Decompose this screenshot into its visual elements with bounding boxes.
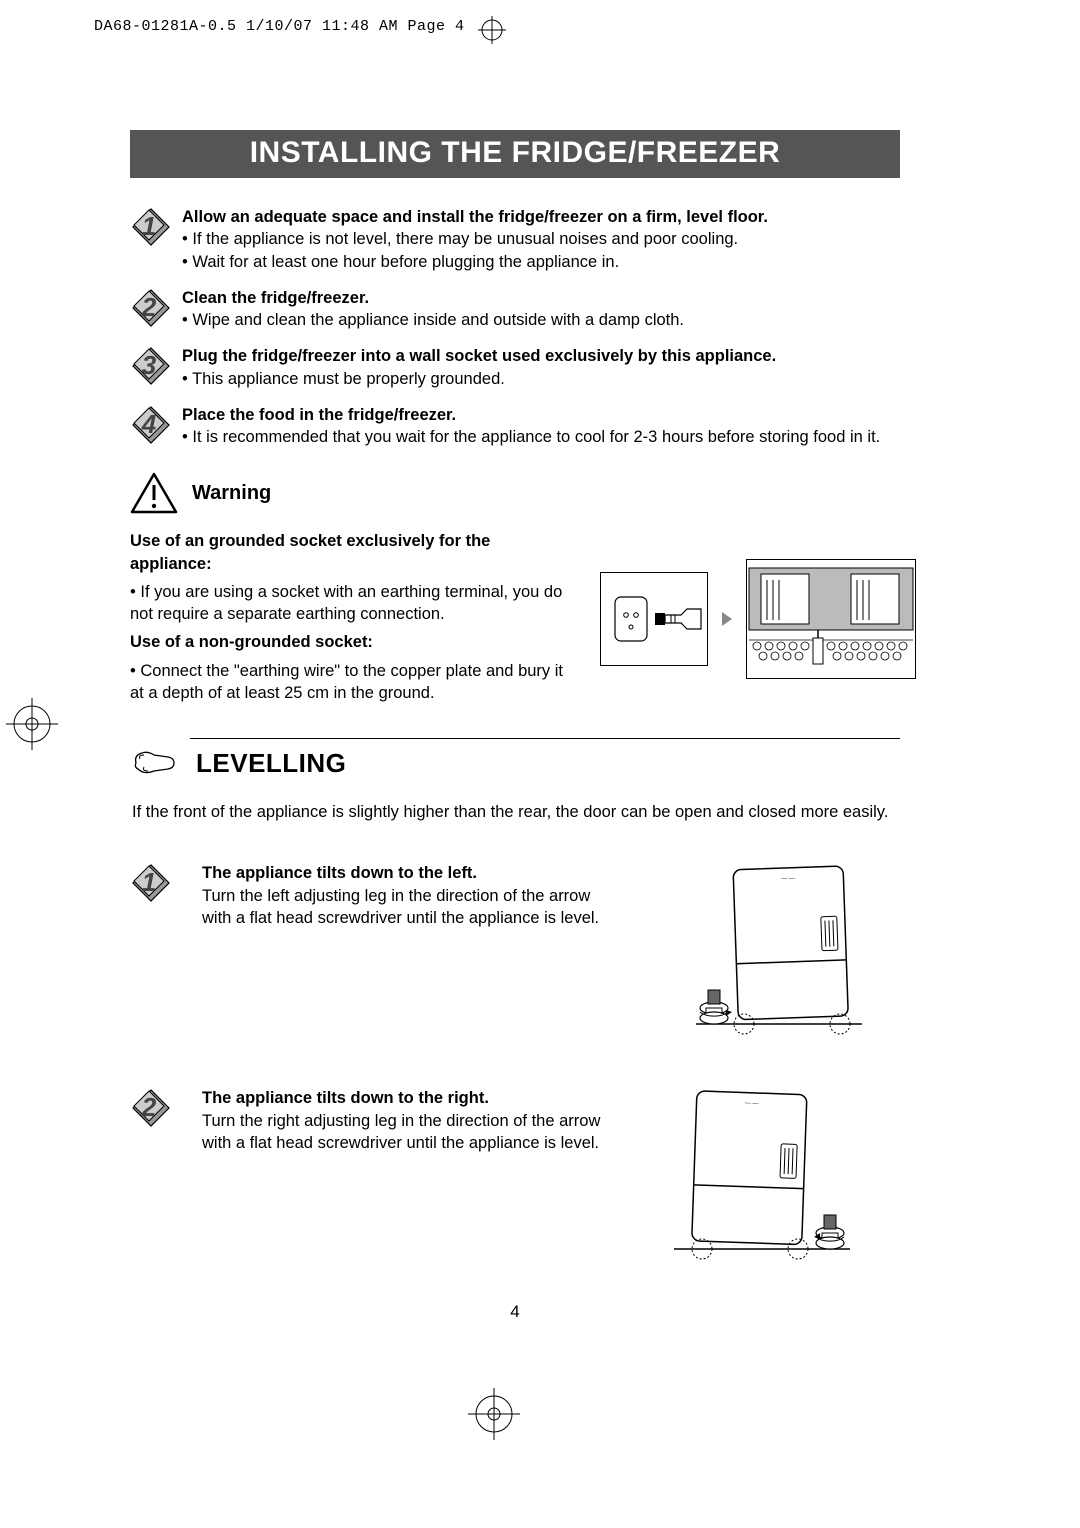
section-title: LEVELLING [196,748,346,779]
warning-body: • Connect the "earthing wire" to the cop… [130,660,570,705]
svg-text:2: 2 [141,292,157,322]
levelling-header: LEVELLING [130,741,900,785]
registration-mark-bottom [466,1386,522,1447]
warning-subheading: Use of a non-grounded socket: [130,631,570,653]
step-heading: Plug the fridge/freezer into a wall sock… [182,345,900,367]
page-title: INSTALLING THE FRIDGE/FREEZER [130,130,900,178]
step-line: • This appliance must be properly ground… [182,368,900,390]
warning-label: Warning [192,482,271,505]
install-step: 2 Clean the fridge/freezer. • Wipe and c… [130,287,900,332]
step-number-icon: 4 [130,404,182,446]
step-number-icon: 1 [130,206,182,248]
step-body: Turn the right adjusting leg in the dire… [202,1110,612,1155]
socket-figure [600,572,708,666]
levelling-step: 1 The appliance tilts down to the left. … [130,862,900,1037]
warning-figures [600,528,916,710]
grounding-figure [746,559,916,679]
registration-mark-left [4,696,60,757]
step-heading: Allow an adequate space and install the … [182,206,900,228]
svg-text:1: 1 [142,867,156,897]
step-number-icon: 2 [130,1087,182,1129]
step-line: • It is recommended that you wait for th… [182,426,900,448]
svg-text:— —: — — [782,876,796,882]
install-step: 1 Allow an adequate space and install th… [130,206,900,273]
warning-icon [130,472,178,514]
install-step: 4 Place the food in the fridge/freezer. … [130,404,900,449]
svg-text:2: 2 [141,1092,157,1122]
warning-body: • If you are using a socket with an eart… [130,581,570,626]
step-line: • Wipe and clean the appliance inside an… [182,309,900,331]
crop-mark-top [478,16,508,51]
fridge-figure-left: — — [632,862,900,1037]
svg-text:— —: — — [745,1101,759,1107]
page-number: 4 [510,1302,519,1322]
warning-block: Use of an grounded socket exclusively fo… [130,528,900,710]
warning-row: Warning [130,472,900,514]
svg-text:3: 3 [142,350,157,380]
step-heading: Clean the fridge/freezer. [182,287,900,309]
step-number-icon: 2 [130,287,182,329]
warning-subheading: Use of an grounded socket exclusively fo… [130,530,570,575]
step-number-icon: 3 [130,345,182,387]
section-rule [190,738,900,739]
step-heading: The appliance tilts down to the left. [202,862,612,884]
step-heading: Place the food in the fridge/freezer. [182,404,900,426]
step-line: • If the appliance is not level, there m… [182,228,900,250]
step-num-text: 1 [142,211,156,241]
step-heading: The appliance tilts down to the right. [202,1087,612,1109]
step-number-icon: 1 [130,862,182,904]
svg-text:4: 4 [141,409,157,439]
step-body: Turn the left adjusting leg in the direc… [202,885,612,930]
fridge-figure-right: — — [632,1087,900,1262]
page-content: INSTALLING THE FRIDGE/FREEZER 1 Allow an… [130,130,900,1312]
arrow-icon [720,610,734,628]
levelling-step: 2 The appliance tilts down to the right.… [130,1087,900,1262]
install-step: 3 Plug the fridge/freezer into a wall so… [130,345,900,390]
print-header: DA68-01281A-0.5 1/10/07 11:48 AM Page 4 [94,18,465,35]
hand-pointing-icon [130,741,178,785]
levelling-intro: If the front of the appliance is slightl… [132,803,900,822]
step-line: • Wait for at least one hour before plug… [182,251,900,273]
